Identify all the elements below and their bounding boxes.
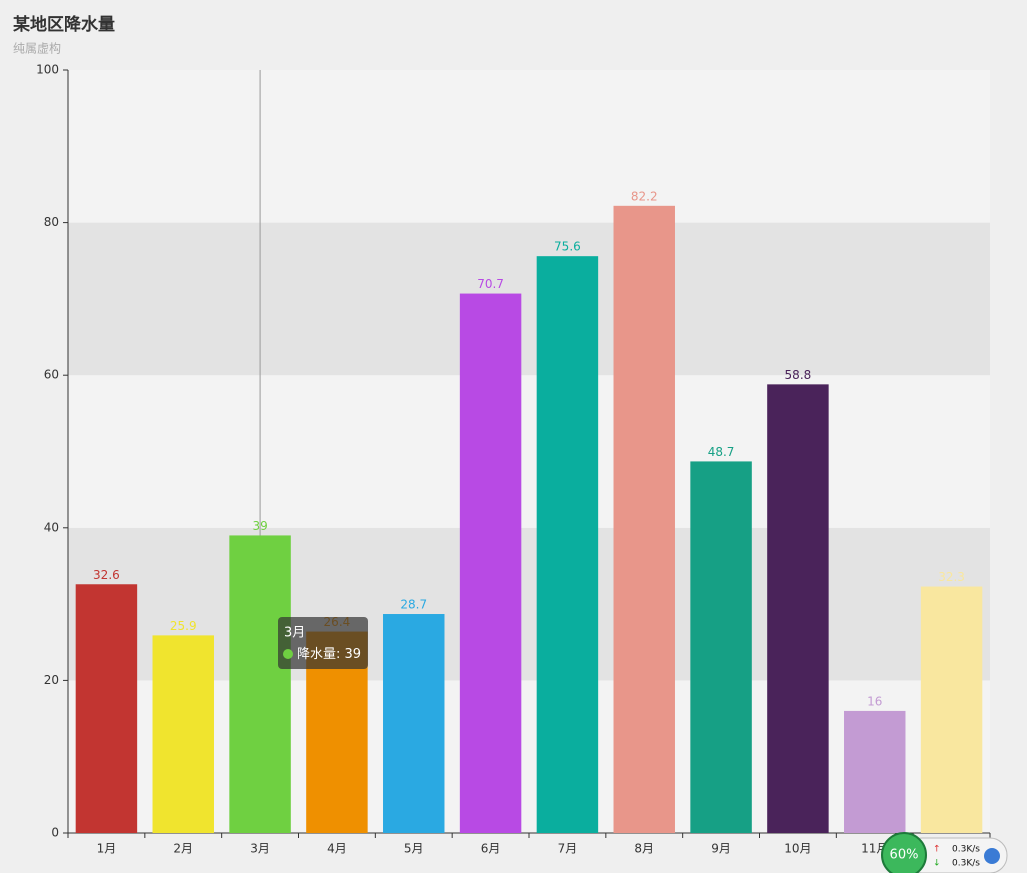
y-tick-label: 100 (36, 63, 59, 77)
bar (383, 614, 445, 833)
bar (75, 584, 138, 833)
x-tick-label: 5月 (404, 842, 424, 856)
widget-arrow-up: ↑ (933, 845, 941, 855)
x-tick-label: 9月 (711, 842, 731, 856)
bar (229, 535, 291, 833)
widget-ball (881, 832, 927, 873)
widget-button (984, 848, 1000, 864)
split-area (68, 375, 990, 528)
data-label: 75.6 (554, 240, 581, 254)
bar (459, 293, 522, 834)
x-tick-label: 4月 (327, 842, 347, 856)
bar (767, 384, 829, 833)
widget-down: 0.3K/s (952, 859, 980, 869)
x-tick-label: 1月 (97, 842, 117, 856)
x-tick-label: 10月 (784, 842, 811, 856)
tooltip-value: 39 (345, 647, 362, 662)
split-area (68, 222, 990, 376)
data-label: 82.2 (631, 189, 658, 203)
x-tick-label: 2月 (173, 842, 193, 856)
data-label: 32.6 (93, 568, 120, 582)
split-area (68, 680, 990, 833)
data-label: 32.3 (938, 570, 965, 584)
chart-subtitle: 纯属虚构 (13, 41, 61, 56)
split-area (68, 70, 990, 223)
widget-arrow-down: ↓ (933, 859, 941, 869)
bar (536, 256, 599, 833)
y-tick-label: 0 (51, 826, 59, 840)
widget-percent: 60% (890, 848, 919, 863)
tooltip-series: 降水量 (297, 647, 336, 662)
bar (613, 205, 675, 834)
x-tick-label: 3月 (250, 842, 270, 856)
tooltip-title: 3月 (284, 626, 305, 641)
bar (690, 461, 752, 833)
chart-title: 某地区降水量 (13, 14, 115, 35)
x-tick-label: 8月 (634, 842, 654, 856)
split-area (68, 527, 990, 681)
speed-widget: 60% 0.3K/s 0.3K/s ↑ ↓ (881, 832, 1008, 873)
x-tick-label: 7月 (558, 842, 578, 856)
data-label: 70.7 (477, 277, 504, 291)
data-label: 28.7 (400, 598, 427, 612)
tooltip-sep: : (336, 647, 345, 662)
widget-up: 0.3K/s (952, 845, 980, 855)
tooltip-text: 降水量: 39 (297, 647, 361, 662)
x-tick-label: 6月 (481, 842, 501, 856)
tooltip-box (278, 617, 368, 669)
bar (844, 710, 906, 833)
bar (152, 635, 214, 833)
tooltip-dot (283, 649, 293, 659)
data-label: 58.8 (785, 368, 812, 382)
y-tick-label: 40 (44, 520, 59, 534)
data-label: 39 (252, 519, 267, 533)
y-tick-label: 60 (44, 368, 59, 382)
y-tick-label: 80 (44, 215, 59, 229)
bar (920, 586, 983, 833)
data-label: 16 (867, 694, 882, 708)
y-tick-label: 20 (44, 673, 59, 687)
data-label: 25.9 (170, 619, 197, 633)
data-label: 48.7 (708, 445, 735, 459)
